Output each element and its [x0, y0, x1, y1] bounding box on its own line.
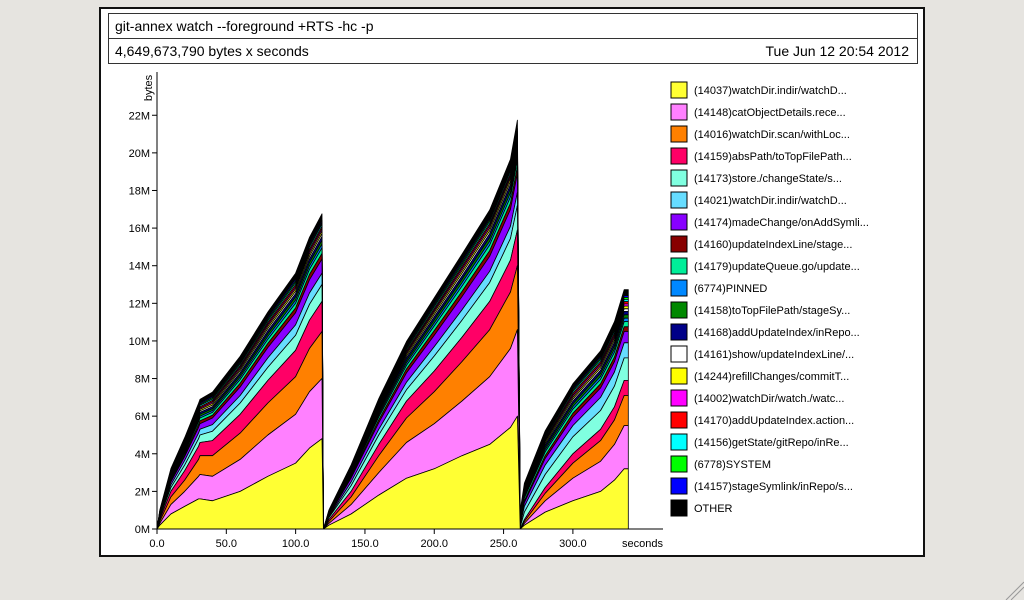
x-tick-label: 300.0 — [559, 538, 587, 550]
chart-title: git-annex watch --foreground +RTS -hc -p — [115, 18, 374, 34]
x-tick-label: 200.0 — [420, 538, 448, 550]
total-bytes-seconds: 4,649,673,790 bytes x seconds — [115, 43, 309, 59]
legend-swatch — [670, 345, 688, 363]
run-date: Tue Jun 12 20:54 2012 — [765, 43, 910, 59]
legend-label: (14170)addUpdateIndex.action... — [694, 415, 854, 427]
y-tick-label: 12M — [129, 298, 150, 310]
legend-label: (14037)watchDir.indir/watchD... — [694, 85, 847, 97]
y-tick-label: 8M — [135, 374, 150, 386]
legend-swatch — [670, 257, 688, 275]
legend-label: (14244)refillChanges/commitT... — [694, 371, 849, 383]
legend-label: (14156)getState/gitRepo/inRe... — [694, 437, 849, 449]
legend-swatch — [670, 147, 688, 165]
x-tick-label: 250.0 — [490, 538, 518, 550]
legend-label: (6778)SYSTEM — [694, 459, 771, 471]
legend-swatch — [670, 323, 688, 341]
x-axis-label: seconds — [622, 538, 663, 550]
legend-label: (14160)updateIndexLine/stage... — [694, 239, 852, 251]
legend-swatch — [670, 499, 688, 517]
legend-swatch — [670, 433, 688, 451]
legend-label: (14002)watchDir/watch./watc... — [694, 393, 844, 405]
corner-resize-icon — [1005, 581, 1024, 600]
y-tick-label: 20M — [129, 148, 150, 160]
legend-label: (14157)stageSymlink/inRepo/s... — [694, 481, 853, 493]
legend-swatch — [670, 367, 688, 385]
legend-label: (14179)updateQueue.go/update... — [694, 261, 860, 273]
legend-label: (6774)PINNED — [694, 283, 767, 295]
legend-swatch — [670, 191, 688, 209]
legend-swatch — [670, 103, 688, 121]
legend-label: (14174)madeChange/onAddSymli... — [694, 217, 869, 229]
y-tick-label: 0M — [135, 524, 150, 536]
y-tick-label: 4M — [135, 449, 150, 461]
x-tick-label: 50.0 — [216, 538, 237, 550]
legend-label: (14158)toTopFilePath/stageSy... — [694, 305, 850, 317]
legend-label: (14161)show/updateIndexLine/... — [694, 349, 854, 361]
legend-swatch — [670, 213, 688, 231]
legend-label: (14021)watchDir.indir/watchD... — [694, 195, 847, 207]
y-tick-label: 16M — [129, 223, 150, 235]
legend-swatch — [670, 81, 688, 99]
legend-swatch — [670, 125, 688, 143]
y-tick-label: 6M — [135, 411, 150, 423]
y-tick-label: 2M — [135, 486, 150, 498]
legend-label: (14148)catObjectDetails.rece... — [694, 107, 846, 119]
x-tick-label: 150.0 — [351, 538, 379, 550]
y-tick-label: 22M — [129, 110, 150, 122]
legend-label: (14168)addUpdateIndex/inRepo... — [694, 327, 860, 339]
legend-swatch — [670, 411, 688, 429]
title-bar: git-annex watch --foreground +RTS -hc -p — [108, 13, 918, 39]
legend-label: OTHER — [694, 503, 733, 515]
x-tick-label: 0.0 — [149, 538, 164, 550]
legend-swatch — [670, 301, 688, 319]
legend-label: (14016)watchDir.scan/withLoc... — [694, 129, 850, 141]
legend-swatch — [670, 389, 688, 407]
legend-swatch — [670, 169, 688, 187]
y-tick-label: 10M — [129, 336, 150, 348]
legend-swatch — [670, 455, 688, 473]
legend-label: (14159)absPath/toTopFilePath... — [694, 151, 852, 163]
x-tick-label: 100.0 — [282, 538, 310, 550]
y-axis-label: bytes — [143, 74, 155, 101]
legend-swatch — [670, 235, 688, 253]
legend-swatch — [670, 477, 688, 495]
y-tick-label: 18M — [129, 185, 150, 197]
legend-swatch — [670, 279, 688, 297]
legend-label: (14173)store./changeState/s... — [694, 173, 842, 185]
summary-bar: 4,649,673,790 bytes x seconds Tue Jun 12… — [108, 38, 918, 64]
y-tick-label: 14M — [129, 261, 150, 273]
